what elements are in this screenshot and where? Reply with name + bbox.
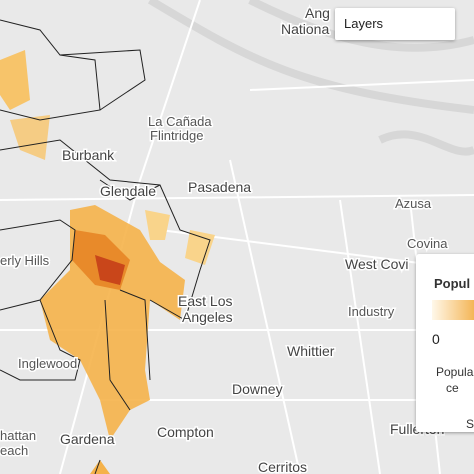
map-label: erly Hills xyxy=(0,253,50,268)
map-label: West Covi xyxy=(345,256,409,272)
map-label: Flintridge xyxy=(150,128,203,143)
map-label: each xyxy=(0,443,28,458)
map-label: Ang xyxy=(305,5,330,21)
map-label: Covina xyxy=(407,236,448,251)
legend: Popul 0 Popula ce S xyxy=(416,254,474,432)
map-label: Glendale xyxy=(100,183,156,199)
map-label: Gardena xyxy=(60,431,115,447)
map-label: East Los xyxy=(178,293,232,309)
map-label: Compton xyxy=(157,424,214,440)
map-label: Whittier xyxy=(287,343,335,359)
boundaries xyxy=(0,19,211,474)
legend-min: 0 xyxy=(432,331,440,347)
map-label: Burbank xyxy=(62,147,115,163)
map-label: Angeles xyxy=(182,309,233,325)
map-label: Cerritos xyxy=(258,459,307,474)
map-label: hattan xyxy=(0,428,36,443)
terrain xyxy=(147,0,474,156)
legend-gradient xyxy=(432,300,474,320)
layers-button[interactable]: Layers xyxy=(335,8,455,40)
legend-title: Popul xyxy=(434,276,470,291)
map-label: Pasadena xyxy=(188,179,251,195)
layers-box[interactable] xyxy=(335,8,455,40)
map-label: La Cañada xyxy=(148,114,212,129)
legend-box xyxy=(416,254,474,432)
map-label: Industry xyxy=(348,304,395,319)
map-label: Inglewood xyxy=(18,356,77,371)
map-label: Azusa xyxy=(395,196,432,211)
layers-label[interactable]: Layers xyxy=(344,16,384,31)
legend-caption: ce xyxy=(446,381,459,395)
legend-footer: S xyxy=(466,417,474,431)
population-density xyxy=(0,50,215,474)
map-label: Downey xyxy=(232,381,283,397)
legend-caption: Popula xyxy=(436,365,474,379)
map-label: Nationa xyxy=(281,21,329,37)
